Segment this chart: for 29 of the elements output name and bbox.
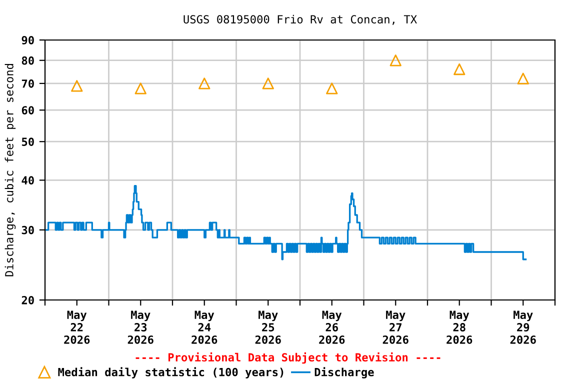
y-tick-label: 40	[22, 176, 34, 185]
legend-label: Discharge	[314, 367, 374, 378]
y-tick-label: 90	[22, 36, 34, 44]
x-tick-label: May 24 2026	[192, 310, 218, 344]
x-tick-label: May 29 2026	[510, 310, 536, 344]
y-tick-label: 20	[22, 296, 34, 304]
point	[326, 82, 338, 94]
point	[262, 78, 274, 90]
x-tick-label: May 28 2026	[446, 310, 472, 344]
legend-label: Median daily statistic (100 years)	[58, 367, 284, 378]
y-tick-label: 70	[22, 79, 34, 88]
point	[134, 82, 146, 94]
x-tick-label: May 27 2026	[382, 310, 408, 344]
x-tick-label: May 22 2026	[64, 310, 90, 344]
y-axis-title: Discharge, cubic feet per second	[4, 64, 16, 276]
point	[198, 78, 210, 90]
x-tick-label: May 23 2026	[128, 310, 154, 344]
point	[517, 72, 529, 84]
y-tick-label: 80	[22, 56, 34, 65]
point	[390, 54, 402, 66]
text: ---- Provisional Data Subject to Revision ----	[136, 352, 440, 364]
y-tick-label: 50	[22, 138, 34, 146]
x-tick-label: May 25 2026	[255, 310, 281, 344]
point	[454, 63, 466, 76]
y-tick-label: 30	[22, 226, 34, 234]
x-tick-label: May 26 2026	[319, 310, 345, 344]
chart-title: USGS 08195000 Frio Rv at Concan, TX	[184, 14, 417, 25]
y-tick-label: 60	[22, 106, 34, 114]
point	[71, 80, 83, 92]
